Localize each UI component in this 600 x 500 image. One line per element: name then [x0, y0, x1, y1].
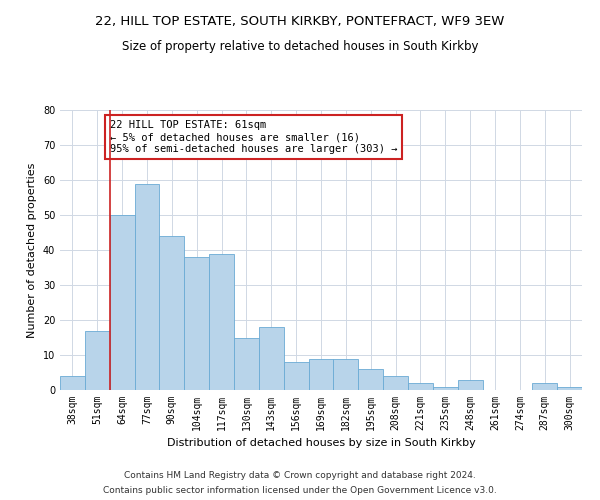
Bar	[408, 383, 433, 390]
X-axis label: Distribution of detached houses by size in South Kirkby: Distribution of detached houses by size …	[167, 438, 475, 448]
Bar	[433, 386, 458, 390]
Bar	[85, 330, 110, 390]
Bar	[358, 369, 383, 390]
Bar	[458, 380, 482, 390]
Bar	[557, 386, 582, 390]
Bar	[184, 257, 209, 390]
Bar	[134, 184, 160, 390]
Text: 22, HILL TOP ESTATE, SOUTH KIRKBY, PONTEFRACT, WF9 3EW: 22, HILL TOP ESTATE, SOUTH KIRKBY, PONTE…	[95, 15, 505, 28]
Text: Size of property relative to detached houses in South Kirkby: Size of property relative to detached ho…	[122, 40, 478, 53]
Bar	[259, 327, 284, 390]
Bar	[209, 254, 234, 390]
Y-axis label: Number of detached properties: Number of detached properties	[27, 162, 37, 338]
Bar	[383, 376, 408, 390]
Bar	[284, 362, 308, 390]
Bar	[110, 215, 134, 390]
Text: 22 HILL TOP ESTATE: 61sqm
← 5% of detached houses are smaller (16)
95% of semi-d: 22 HILL TOP ESTATE: 61sqm ← 5% of detach…	[110, 120, 397, 154]
Bar	[308, 358, 334, 390]
Bar	[532, 383, 557, 390]
Bar	[160, 236, 184, 390]
Text: Contains HM Land Registry data © Crown copyright and database right 2024.: Contains HM Land Registry data © Crown c…	[124, 471, 476, 480]
Bar	[60, 376, 85, 390]
Bar	[334, 358, 358, 390]
Text: Contains public sector information licensed under the Open Government Licence v3: Contains public sector information licen…	[103, 486, 497, 495]
Bar	[234, 338, 259, 390]
